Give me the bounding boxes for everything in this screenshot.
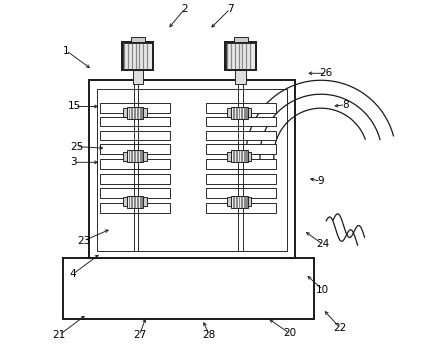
Bar bbox=[231, 150, 248, 162]
Text: 21: 21 bbox=[53, 330, 66, 340]
Text: 8: 8 bbox=[342, 100, 349, 110]
Bar bbox=[97, 89, 287, 251]
Bar bbox=[225, 42, 256, 70]
Bar bbox=[231, 107, 248, 119]
Bar bbox=[127, 196, 144, 208]
Bar bbox=[206, 117, 276, 126]
Text: 25: 25 bbox=[70, 142, 83, 151]
Bar bbox=[89, 80, 295, 258]
Bar bbox=[206, 203, 276, 213]
Bar bbox=[206, 144, 276, 154]
Text: 26: 26 bbox=[319, 68, 333, 78]
Bar bbox=[122, 42, 153, 70]
Bar bbox=[127, 107, 144, 119]
Bar bbox=[206, 159, 276, 169]
Text: 7: 7 bbox=[227, 4, 233, 14]
Bar bbox=[100, 159, 170, 169]
Bar bbox=[100, 131, 170, 140]
Text: 15: 15 bbox=[68, 102, 82, 111]
Bar bbox=[100, 174, 170, 184]
Bar bbox=[100, 117, 170, 126]
Text: 1: 1 bbox=[63, 46, 70, 55]
Bar bbox=[127, 150, 144, 162]
Bar bbox=[100, 103, 170, 113]
Bar bbox=[234, 37, 248, 42]
Bar bbox=[100, 203, 170, 213]
Text: 9: 9 bbox=[318, 177, 324, 186]
Text: 3: 3 bbox=[70, 157, 77, 167]
Bar bbox=[63, 258, 314, 319]
Bar bbox=[226, 43, 255, 69]
Bar bbox=[227, 197, 251, 206]
Bar bbox=[206, 103, 276, 113]
Bar bbox=[123, 43, 152, 69]
Bar bbox=[227, 108, 251, 117]
Bar bbox=[123, 108, 147, 117]
Bar bbox=[123, 152, 147, 161]
Bar bbox=[206, 174, 276, 184]
Bar bbox=[206, 131, 276, 140]
Bar bbox=[206, 188, 276, 198]
Text: 10: 10 bbox=[316, 285, 329, 295]
Bar bbox=[100, 188, 170, 198]
Text: 28: 28 bbox=[202, 330, 216, 340]
Bar bbox=[123, 197, 147, 206]
Bar bbox=[227, 152, 251, 161]
Bar bbox=[231, 196, 248, 208]
Bar bbox=[131, 37, 145, 42]
Bar bbox=[236, 70, 246, 84]
Text: 4: 4 bbox=[70, 269, 77, 279]
Text: 2: 2 bbox=[182, 4, 188, 14]
Text: 24: 24 bbox=[316, 239, 329, 249]
Bar bbox=[100, 144, 170, 154]
Bar bbox=[132, 70, 143, 84]
Text: 20: 20 bbox=[283, 328, 296, 338]
Text: 27: 27 bbox=[133, 330, 146, 340]
Text: 23: 23 bbox=[77, 236, 90, 246]
Text: 22: 22 bbox=[334, 323, 347, 333]
